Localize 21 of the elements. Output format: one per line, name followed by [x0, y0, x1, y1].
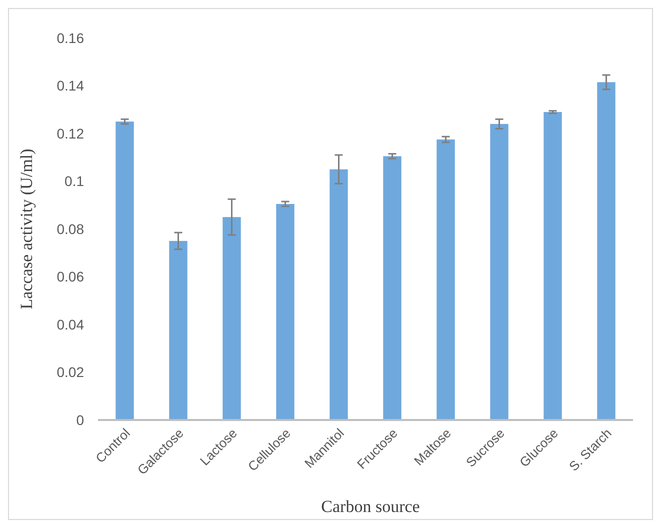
y-tick-label: 0.14 — [56, 78, 84, 94]
bar — [383, 156, 402, 420]
bar — [330, 169, 348, 420]
bar — [597, 82, 616, 420]
y-tick-label: 0.02 — [56, 364, 84, 380]
y-tick-label: 0 — [76, 412, 84, 428]
bar — [276, 204, 294, 420]
y-tick-label: 0.08 — [56, 220, 84, 237]
bar — [222, 217, 241, 420]
bar — [169, 240, 188, 420]
y-tick-label: 0.04 — [56, 316, 84, 332]
bar — [544, 112, 562, 420]
bar — [490, 124, 508, 420]
y-axis-title: Laccase activity (U/ml) — [17, 148, 36, 310]
y-tick-label: 0.16 — [56, 30, 84, 46]
y-tick-label: 0.12 — [56, 125, 84, 142]
y-tick-label: 0.06 — [56, 268, 84, 285]
y-tick-label: 0.1 — [64, 173, 84, 190]
bar — [116, 122, 134, 420]
x-axis-title: Carbon source — [321, 497, 420, 516]
bar — [436, 139, 455, 420]
